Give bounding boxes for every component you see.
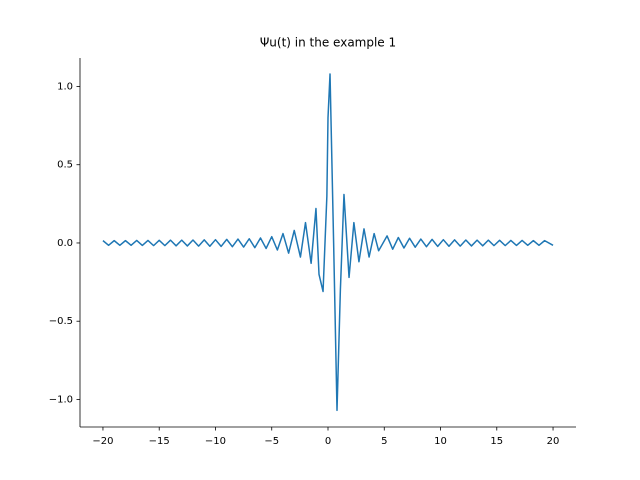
x-tick-label: 10 bbox=[434, 436, 447, 447]
y-tick-label: −0.5 bbox=[49, 316, 73, 327]
x-tick-label: 15 bbox=[490, 436, 503, 447]
x-tick-label: −15 bbox=[149, 436, 170, 447]
y-tick-label: 0.0 bbox=[57, 238, 73, 249]
y-tick-label: 1.0 bbox=[57, 81, 73, 92]
line bbox=[102, 73, 554, 412]
x-tick-label: −5 bbox=[264, 436, 279, 447]
x-tick-label: 20 bbox=[547, 436, 560, 447]
y-tick-label: −1.0 bbox=[49, 394, 73, 405]
x-tick-label: −20 bbox=[92, 436, 113, 447]
chart-title: Ψu(t) in the example 1 bbox=[260, 36, 396, 50]
x-tick-label: 5 bbox=[381, 436, 387, 447]
y-tick-label: 0.5 bbox=[57, 160, 73, 171]
x-tick-label: 0 bbox=[325, 436, 331, 447]
x-tick-label: −10 bbox=[205, 436, 226, 447]
